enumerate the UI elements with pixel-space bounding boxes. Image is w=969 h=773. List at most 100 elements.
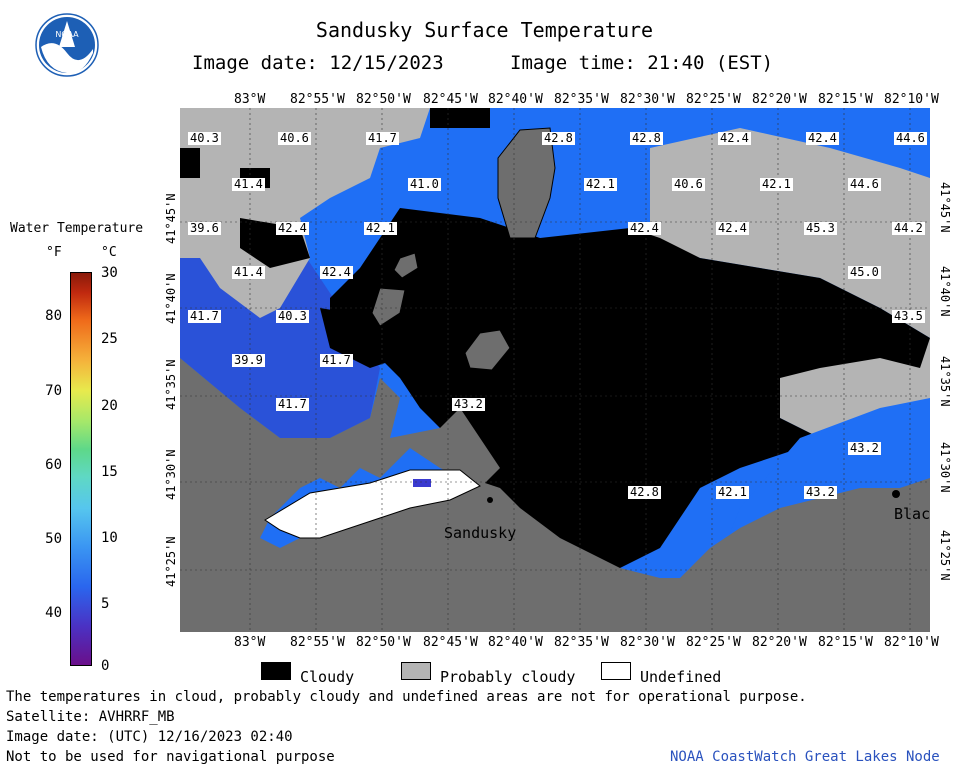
lon-bottom-8250w: 82°50'W [356, 635, 411, 650]
land-south [180, 358, 930, 632]
colorbar-tick-f: 50 [45, 531, 62, 547]
sandusky-marker [487, 497, 493, 503]
lon-bottom-8245w: 82°45'W [423, 635, 478, 650]
temp-label: 45.0 [848, 265, 881, 279]
temp-label: 43.2 [848, 441, 881, 455]
lat-left-4125n: 41°25'N [164, 536, 178, 587]
colorbar-tick-c: 15 [101, 464, 118, 480]
temp-label: 39.6 [188, 221, 221, 235]
temp-label: 42.8 [542, 131, 575, 145]
lon-top-8210w: 82°10'W [884, 92, 939, 107]
graticule [180, 108, 930, 632]
legend-label-undefined: Undefined [640, 668, 722, 686]
lat-right-4135n: 41°35'N [938, 356, 952, 407]
lat-right-4145n: 41°45'N [938, 182, 952, 233]
noaa-logo: NOAA [35, 13, 99, 77]
colorbar-tick-c: 10 [101, 530, 118, 546]
temp-label: 41.0 [408, 177, 441, 191]
colorbar-tick-f: 70 [45, 383, 62, 399]
temp-label: 42.4 [806, 131, 839, 145]
lon-top-8220w: 82°20'W [752, 92, 807, 107]
lat-right-4140n: 41°40'N [938, 266, 952, 317]
temp-label: 43.5 [892, 309, 925, 323]
lon-bottom-8255w: 82°55'W [290, 635, 345, 650]
probably-cloudy-nw [180, 108, 430, 318]
lon-bottom-8215w: 82°15'W [818, 635, 873, 650]
black-point-marker [892, 490, 900, 498]
temperature-map[interactable]: 40.3 40.6 41.7 42.8 42.8 42.4 42.4 44.6 … [180, 108, 930, 632]
colorbar-tick-c: 20 [101, 398, 118, 414]
temperature-colorbar [70, 272, 92, 666]
colorbar-tick-f: 40 [45, 605, 62, 621]
temp-label: 42.8 [628, 485, 661, 499]
lon-top-83w: 83°W [234, 92, 266, 107]
colorbar-title: Water Temperature [10, 221, 144, 236]
footer-nav-warning: Not to be used for navigational purpose [6, 749, 335, 765]
middle-island [393, 252, 419, 279]
temp-label: 41.7 [320, 353, 353, 367]
lon-top-8255w: 82°55'W [290, 92, 345, 107]
lon-bottom-8240w: 82°40'W [488, 635, 543, 650]
lon-top-8250w: 82°50'W [356, 92, 411, 107]
lat-right-4125n: 41°25'N [938, 530, 952, 581]
lat-right-4130n: 41°30'N [938, 442, 952, 493]
lon-bottom-8230w: 82°30'W [620, 635, 675, 650]
temp-label: 43.2 [804, 485, 837, 499]
footer-disclaimer: The temperatures in cloud, probably clou… [6, 689, 807, 705]
temp-label: 44.6 [848, 177, 881, 191]
colorbar-unit-f: °F [46, 245, 62, 260]
place-label-sandusky: Sandusky [444, 524, 517, 542]
temp-label: 42.8 [630, 131, 663, 145]
lon-top-8215w: 82°15'W [818, 92, 873, 107]
temp-label: 42.4 [716, 221, 749, 235]
temp-label: 45.3 [804, 221, 837, 235]
temp-label: 41.7 [276, 397, 309, 411]
temp-label: 40.6 [672, 177, 705, 191]
footer-utc-date: Image date: (UTC) 12/16/2023 02:40 [6, 729, 293, 745]
lon-bottom-8225w: 82°25'W [686, 635, 741, 650]
lon-top-8225w: 82°25'W [686, 92, 741, 107]
temp-label: 42.1 [364, 221, 397, 235]
lat-left-4145n: 41°45'N [164, 193, 178, 244]
temp-label: 42.1 [584, 177, 617, 191]
colorbar-tick-f: 80 [45, 308, 62, 324]
temp-label: 41.7 [188, 309, 221, 323]
legend-label-cloudy: Cloudy [300, 668, 355, 686]
temp-label: 42.4 [628, 221, 661, 235]
map-title: Sandusky Surface Temperature [315, 18, 654, 42]
lon-bottom-8210w: 82°10'W [884, 635, 939, 650]
image-time: Image time: 21:40 (EST) [510, 52, 774, 74]
lat-left-4140n: 41°40'N [164, 273, 178, 324]
temp-label: 41.7 [366, 131, 399, 145]
lon-bottom-8235w: 82°35'W [554, 635, 609, 650]
colorbar-unit-c: °C [101, 245, 117, 260]
colorbar-tick-c: 25 [101, 331, 118, 347]
temp-label: 42.4 [320, 265, 353, 279]
legend-swatch-undefined [601, 662, 631, 680]
legend-swatch-cloudy [261, 662, 291, 680]
image-date: Image date: 12/15/2023 [192, 52, 444, 74]
colorbar-tick-f: 60 [45, 457, 62, 473]
lon-top-8230w: 82°30'W [620, 92, 675, 107]
temp-label: 42.4 [276, 221, 309, 235]
south-bass-island [371, 287, 406, 327]
legend-label-probably-cloudy: Probably cloudy [440, 668, 576, 686]
kelleys-island [464, 329, 511, 371]
temp-label: 44.6 [894, 131, 927, 145]
temp-label: 42.1 [760, 177, 793, 191]
temp-label: 42.1 [716, 485, 749, 499]
cloud-speck-1 [180, 148, 200, 178]
lon-bottom-8220w: 82°20'W [752, 635, 807, 650]
lon-top-8235w: 82°35'W [554, 92, 609, 107]
footer-credit[interactable]: NOAA CoastWatch Great Lakes Node [670, 749, 940, 765]
lat-left-4130n: 41°30'N [164, 449, 178, 500]
lon-bottom-83w: 83°W [234, 635, 266, 650]
temp-label: 44.2 [892, 221, 925, 235]
colorbar-tick-c: 5 [101, 596, 110, 612]
cloud-speck-3 [430, 108, 490, 128]
bay-water-spot [413, 479, 431, 487]
place-label-black: Blac [894, 505, 930, 523]
temp-label: 40.3 [276, 309, 309, 323]
temp-label: 41.4 [232, 177, 265, 191]
temp-label: 43.2 [452, 397, 485, 411]
